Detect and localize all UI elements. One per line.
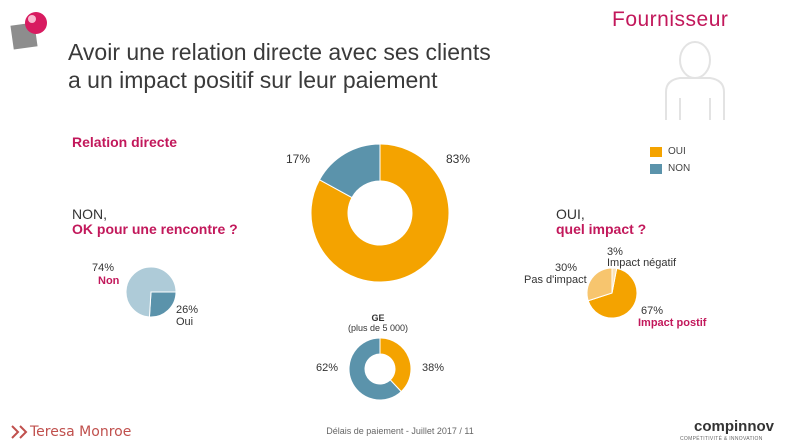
legend-item-oui: OUI bbox=[650, 146, 690, 157]
legend-swatch bbox=[650, 163, 662, 174]
ge-oui-pct: 38% bbox=[422, 362, 445, 374]
non-prefix: NON, bbox=[72, 206, 107, 222]
left-oui-label: Oui bbox=[176, 316, 194, 328]
brand-right-sub: COMPÉTITIVITÉ & INNOVATION bbox=[680, 436, 763, 442]
right-pie-chart bbox=[586, 267, 638, 319]
right-pos-label: Impact postif bbox=[638, 317, 707, 329]
main-non-pct: 17% bbox=[286, 152, 311, 166]
legend-label: OUI bbox=[668, 146, 686, 157]
pie-slice-oui bbox=[310, 143, 450, 283]
brand-left: Teresa Monroe bbox=[30, 424, 132, 440]
legend-item-non: NON bbox=[650, 163, 690, 174]
legend-label: NON bbox=[668, 163, 691, 174]
legend-swatch bbox=[650, 146, 662, 157]
non-question: OK pour une rencontre ? bbox=[72, 221, 238, 237]
pie-slice-oui bbox=[148, 291, 177, 318]
pie-slice-impact-postif bbox=[587, 267, 638, 319]
teresa-logo-icon bbox=[11, 425, 28, 439]
oui-question: quel impact ? bbox=[556, 221, 647, 237]
left-pie-chart bbox=[125, 266, 177, 318]
persona-label: Fournisseur bbox=[612, 8, 729, 31]
right-pas-pct: 30% bbox=[555, 262, 578, 274]
ge-subtitle: (plus de 5 000) bbox=[347, 323, 409, 333]
right-pos-pct: 67% bbox=[641, 305, 664, 317]
ge-donut-chart bbox=[348, 337, 412, 401]
pie-slice-non bbox=[318, 143, 381, 199]
main-donut-chart bbox=[310, 143, 450, 283]
ge-title: GE bbox=[371, 313, 385, 323]
legend: OUI NON bbox=[650, 146, 690, 174]
brand-right: compinnov bbox=[694, 418, 775, 435]
right-neg-pct: 3% bbox=[607, 246, 623, 258]
footer-text: Délais de paiement - Juillet 2017 / 11 bbox=[326, 426, 474, 436]
left-oui-pct: 26% bbox=[176, 304, 199, 316]
title-line-2: a un impact positif sur leur paiement bbox=[68, 67, 438, 93]
pie-slice-non bbox=[125, 266, 177, 318]
pie-slice-pas-d-impact bbox=[586, 267, 613, 302]
relation-directe-label: Relation directe bbox=[72, 134, 178, 150]
ge-non-pct: 62% bbox=[316, 362, 339, 374]
right-pas-label: Pas d'impact bbox=[524, 274, 587, 286]
right-neg-label: Impact négatif bbox=[607, 257, 677, 269]
left-non-label: Non bbox=[98, 275, 120, 287]
main-oui-pct: 83% bbox=[446, 152, 471, 166]
slide-title: Avoir une relation directe avec ses clie… bbox=[68, 38, 628, 94]
title-line-1: Avoir une relation directe avec ses clie… bbox=[68, 39, 491, 65]
oui-prefix: OUI, bbox=[556, 206, 585, 222]
pie-slice-impact-n-gatif bbox=[611, 267, 618, 294]
pie-slice-non bbox=[348, 337, 402, 401]
user-icon bbox=[665, 41, 725, 120]
left-non-pct: 74% bbox=[92, 262, 115, 274]
logo-icon bbox=[10, 12, 47, 50]
